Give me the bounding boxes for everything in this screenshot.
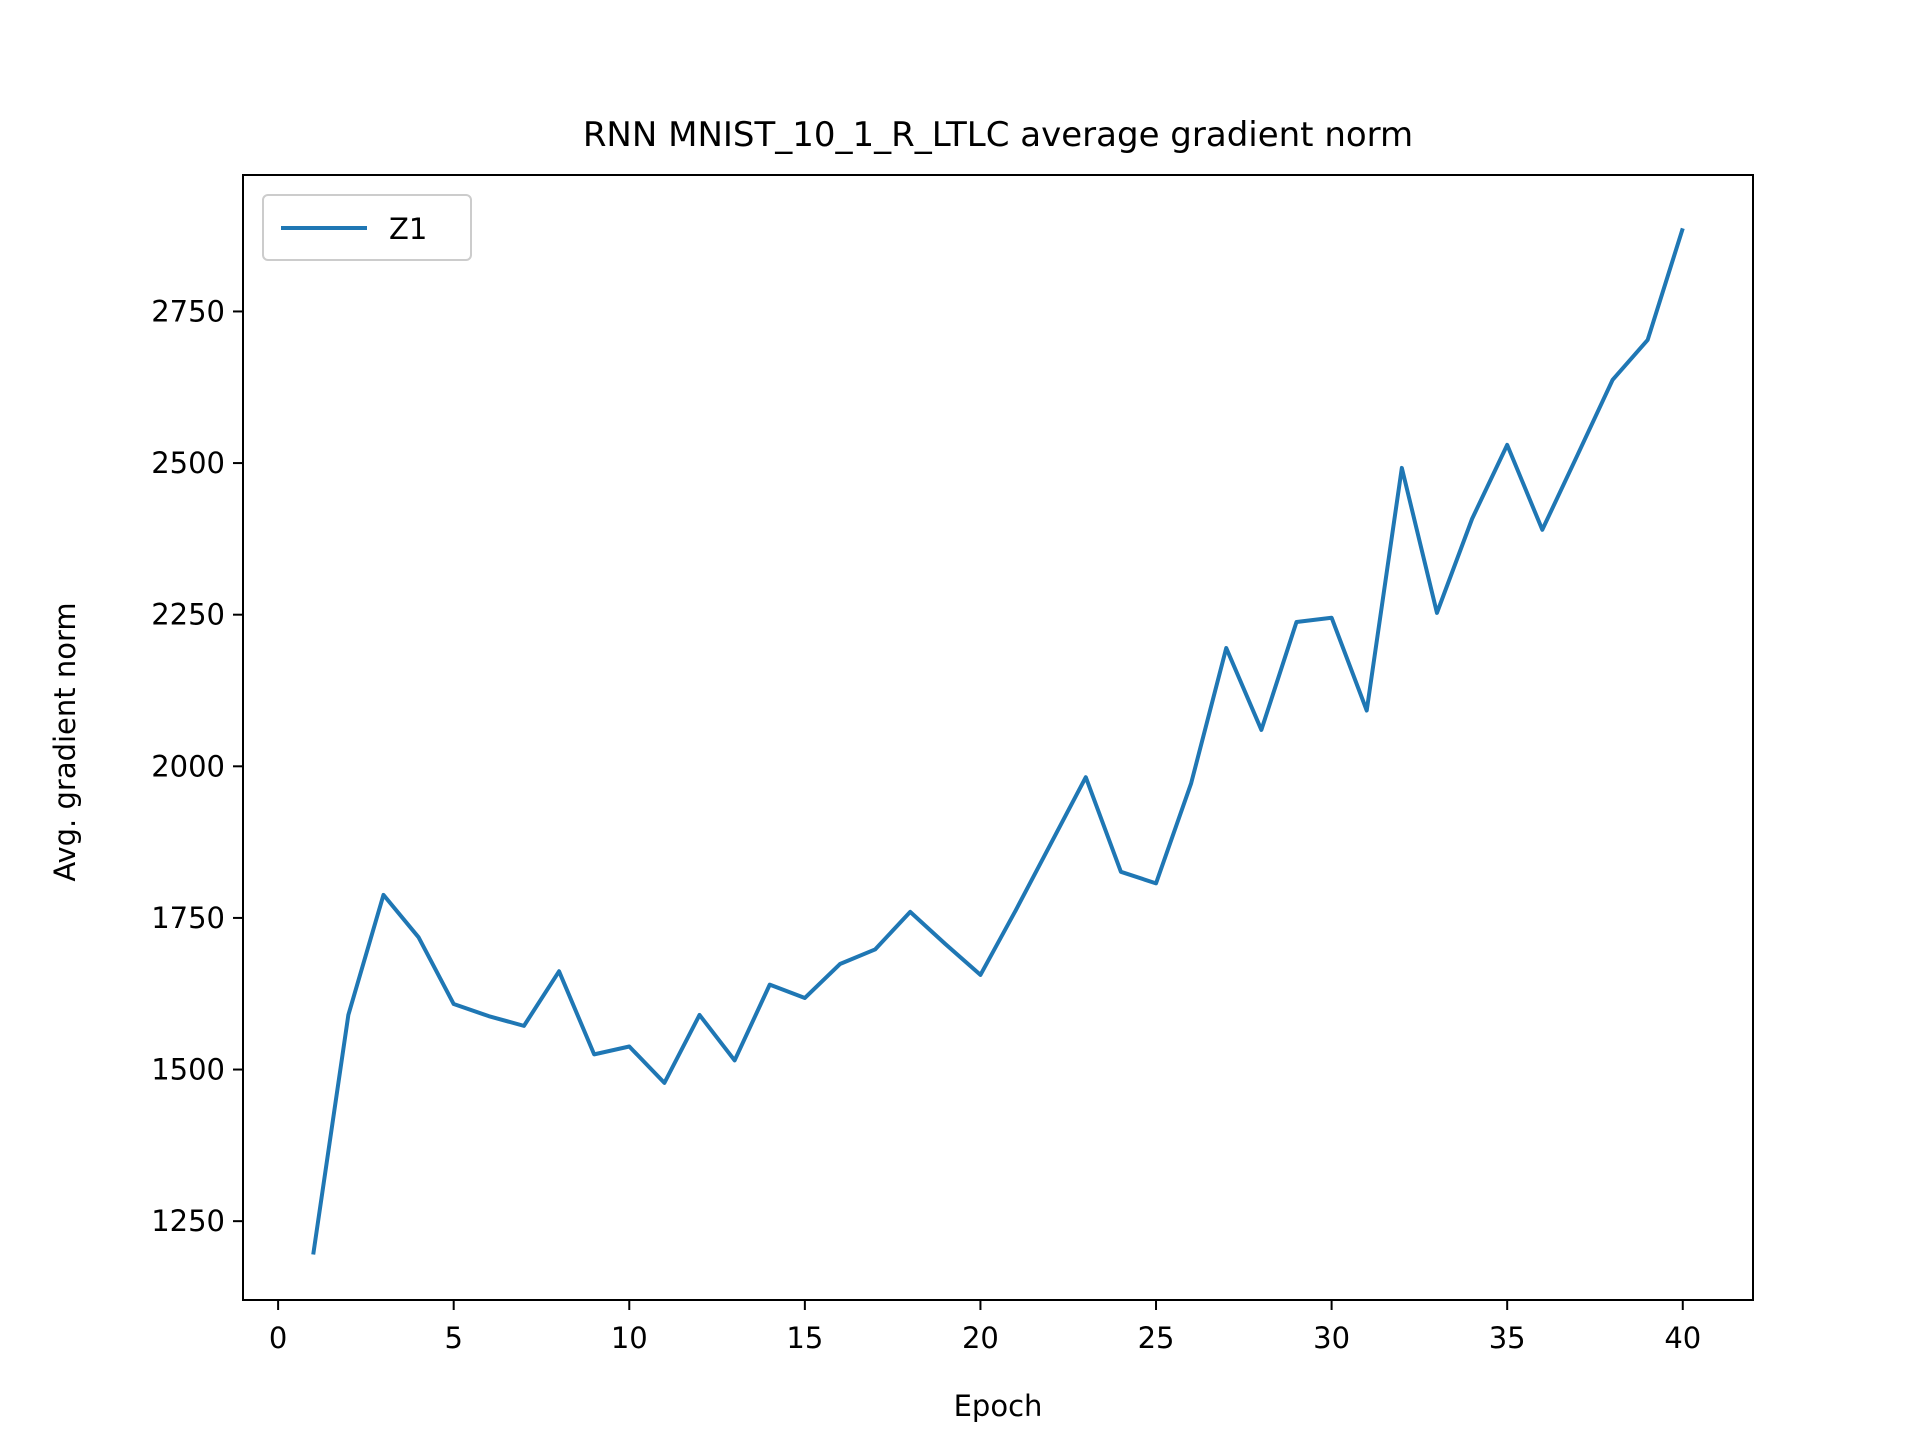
y-axis-label: Avg. gradient norm <box>48 602 82 881</box>
x-tick-label: 5 <box>444 1321 462 1355</box>
y-axis: 1250 1500 1750 2000 2250 2500 2750 <box>151 294 243 1238</box>
x-tick-label: 40 <box>1664 1321 1701 1355</box>
x-tick-label: 10 <box>611 1321 648 1355</box>
x-tick-label: 35 <box>1489 1321 1526 1355</box>
plot-frame <box>242 174 1754 1301</box>
x-tick-label: 30 <box>1313 1321 1350 1355</box>
y-tick-label: 2250 <box>151 598 225 632</box>
y-tick-label: 2000 <box>151 749 225 783</box>
x-axis-label: Epoch <box>954 1389 1043 1423</box>
y-tick-label: 2500 <box>151 446 225 480</box>
y-tick-label: 1250 <box>151 1204 225 1238</box>
y-tick-label: 1750 <box>151 901 225 935</box>
series-line-1 <box>311 227 1685 1255</box>
legend: Z1 <box>262 194 472 261</box>
chart-title: RNN MNIST_10_1_R_LTLC average gradient n… <box>583 115 1413 155</box>
x-tick-label: 20 <box>962 1321 999 1355</box>
x-tick-label: 0 <box>269 1321 287 1355</box>
x-axis: 0 5 10 15 20 25 30 35 40 <box>269 1300 1701 1355</box>
legend-label: Z1 <box>389 212 427 246</box>
x-tick-label: 25 <box>1138 1321 1175 1355</box>
y-tick-label: 2750 <box>151 294 225 328</box>
y-tick-label: 1500 <box>151 1053 225 1087</box>
plot-area <box>242 174 1754 1301</box>
x-tick-label: 15 <box>786 1321 823 1355</box>
